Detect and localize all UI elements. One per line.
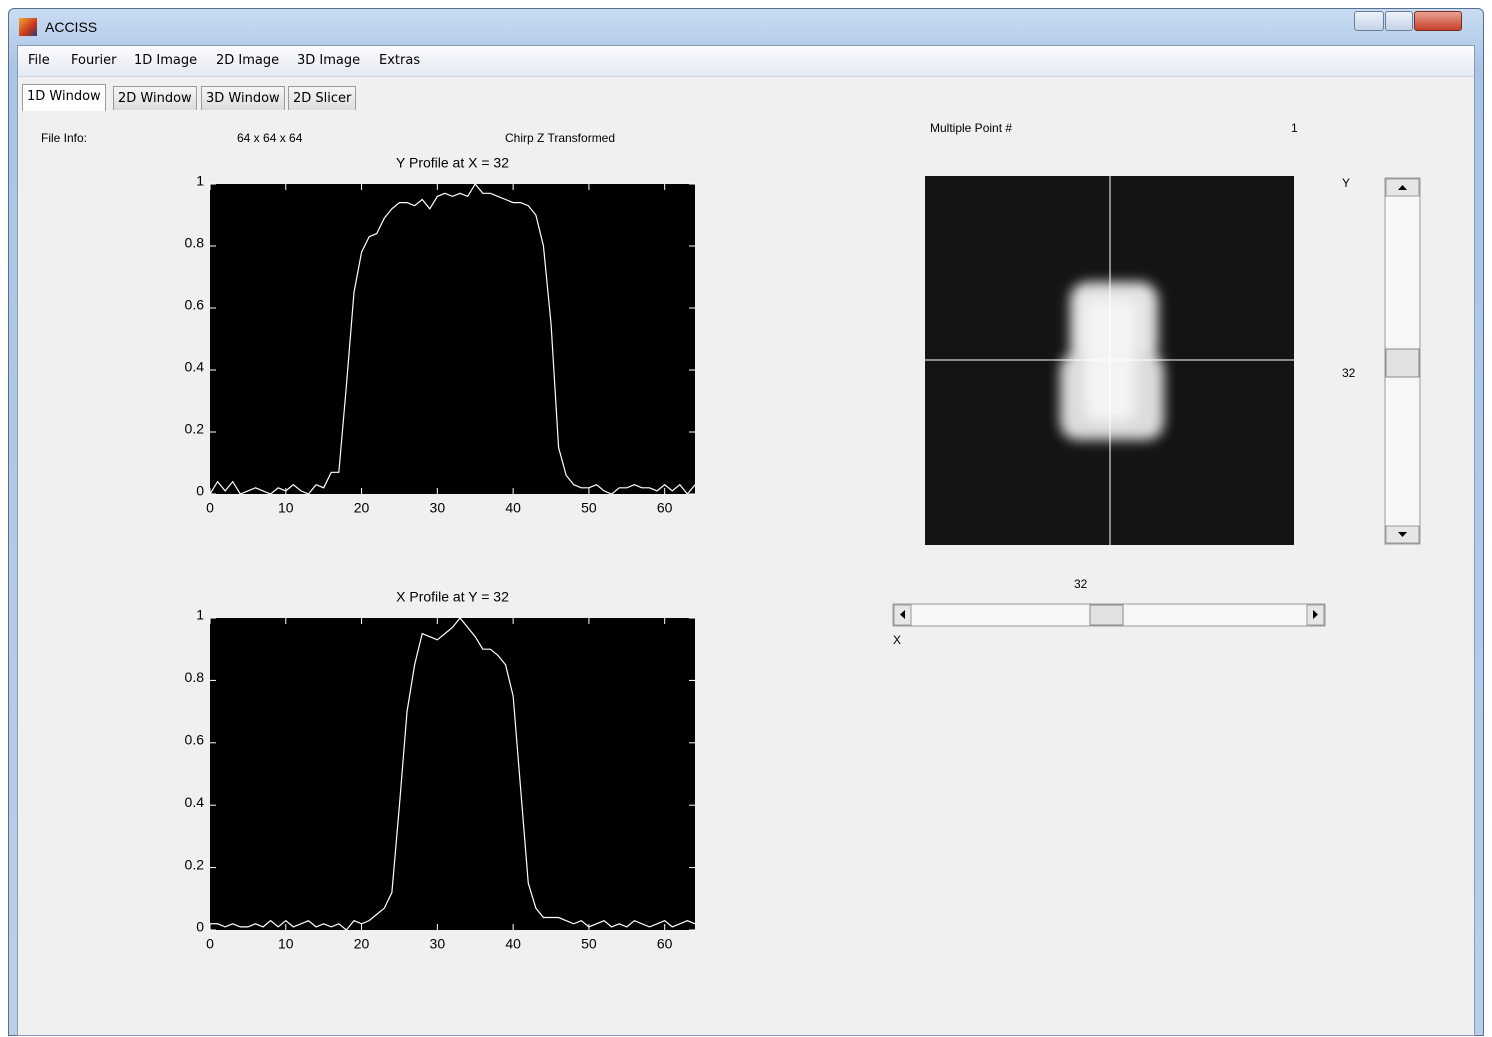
x-tick-label: 30	[430, 936, 446, 952]
y-tick-label: 0.8	[185, 235, 205, 251]
y-tick-label: 0.4	[185, 359, 205, 375]
x-tick-label: 10	[278, 500, 294, 516]
y-slider-label: Y	[1342, 176, 1350, 190]
x-slider-value: 32	[1074, 577, 1088, 591]
x-tick-label: 20	[354, 500, 370, 516]
y-slider[interactable]	[1385, 178, 1420, 544]
y-slider-value: 32	[1342, 366, 1356, 380]
file-info-label: File Info:	[41, 131, 87, 145]
file-info-transform: Chirp Z Transformed	[505, 131, 615, 145]
image-blob	[1060, 282, 1164, 440]
page: ACCISS File Fourier 1D Image 2D Image 3D…	[0, 0, 1492, 1037]
content: File Info: 64 x 64 x 64 Chirp Z Transfor…	[0, 0, 1492, 1037]
multiple-point-value: 1	[1291, 121, 1298, 135]
multiple-point-label: Multiple Point #	[930, 121, 1012, 135]
image-view	[925, 176, 1294, 545]
y-tick-label: 0.2	[185, 421, 205, 437]
x-tick-label: 0	[206, 936, 214, 952]
x-tick-label: 30	[430, 500, 446, 516]
y-tick-label: 1	[196, 607, 204, 623]
y-tick-label: 0	[196, 483, 204, 499]
file-info-size: 64 x 64 x 64	[237, 131, 303, 145]
x-slider[interactable]	[893, 604, 1325, 626]
chart-title: X Profile at Y = 32	[396, 589, 509, 605]
x-tick-label: 10	[278, 936, 294, 952]
plot-area	[210, 618, 695, 930]
x-slider-label: X	[893, 633, 901, 647]
y-tick-label: 0.6	[185, 297, 205, 313]
y-tick-label: 0.8	[185, 669, 205, 685]
x-tick-label: 50	[581, 500, 597, 516]
x-tick-label: 40	[505, 500, 521, 516]
plot-area	[210, 184, 695, 494]
x-tick-label: 50	[581, 936, 597, 952]
y-tick-label: 0.2	[185, 856, 205, 872]
x-tick-label: 60	[657, 936, 673, 952]
x-tick-label: 60	[657, 500, 673, 516]
y-tick-label: 0	[196, 919, 204, 935]
y-tick-label: 1	[196, 173, 204, 189]
y-tick-label: 0.4	[185, 794, 205, 810]
y-tick-label: 0.6	[185, 732, 205, 748]
x-tick-label: 40	[505, 936, 521, 952]
x-tick-label: 20	[354, 936, 370, 952]
x-tick-label: 0	[206, 500, 214, 516]
chart-title: Y Profile at X = 32	[396, 155, 509, 171]
